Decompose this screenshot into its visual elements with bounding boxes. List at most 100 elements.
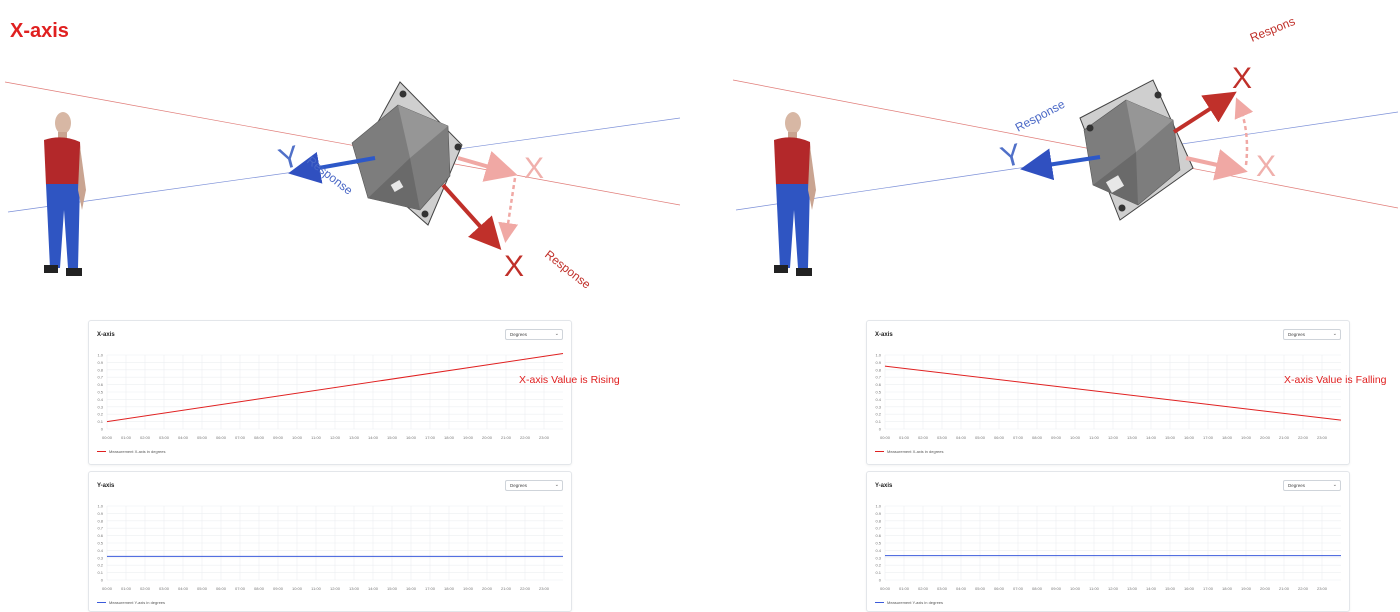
y-tick-label: 0.6 [875, 533, 881, 538]
y-tick-label: 0 [879, 427, 882, 432]
scene-left: Y Response X X Response [0, 0, 690, 305]
x-tick-label: 17:00 [1203, 586, 1214, 591]
y-tick-label: 0.8 [875, 518, 881, 523]
x-tick-label: 15:00 [1165, 435, 1176, 440]
x-tick-label: 01:00 [899, 435, 910, 440]
x-tick-label: 13:00 [349, 586, 360, 591]
x-tick-label: 03:00 [159, 435, 170, 440]
x-tick-label: 07:00 [235, 586, 246, 591]
y-tick-label: 1.0 [97, 353, 103, 358]
tilt-sensor-icon [1079, 79, 1194, 221]
y-response-label: Response [1013, 97, 1068, 135]
unit-select-value: Degrees [1288, 332, 1306, 337]
y-tick-label: 0.8 [97, 367, 103, 372]
y-axis-arrow [1020, 148, 1101, 181]
x-tick-label: 23:00 [1317, 435, 1328, 440]
x-tick-label: 09:00 [273, 586, 284, 591]
chart-title: X-axis [97, 332, 115, 338]
series-line [884, 365, 1342, 421]
x-tick-label: 13:00 [349, 435, 360, 440]
y-tick-label: 0.5 [875, 390, 881, 395]
x-response-label: X [504, 250, 524, 283]
x-tick-label: 04:00 [956, 586, 967, 591]
x-tick-label: 16:00 [406, 435, 417, 440]
x-tick-label: 21:00 [501, 435, 512, 440]
x-tick-label: 02:00 [918, 435, 929, 440]
x-tick-label: 22:00 [1298, 586, 1309, 591]
x-tick-label: 08:00 [1032, 586, 1043, 591]
x-response-text: Response [542, 247, 593, 292]
y-response-label: Response [304, 153, 355, 198]
y-tick-label: 0.2 [875, 412, 881, 417]
x-tick-label: 10:00 [292, 435, 303, 440]
y-tick-label: 0.1 [875, 570, 881, 575]
unit-select-value: Degrees [1288, 483, 1306, 488]
x-tick-label: 21:00 [501, 586, 512, 591]
chevron-down-icon: ⌄ [1332, 331, 1337, 337]
chart-title: Y-axis [875, 483, 893, 489]
y-tick-label: 0.6 [97, 382, 103, 387]
x-tick-label: 13:00 [1127, 435, 1138, 440]
y-tick-label: 0.5 [875, 541, 881, 546]
chevron-down-icon: ⌄ [1332, 482, 1337, 488]
unit-select[interactable]: Degrees ⌄ [505, 329, 563, 340]
x-tick-label: 18:00 [1222, 586, 1233, 591]
x-tick-label: 19:00 [1241, 435, 1252, 440]
x-tick-label: 15:00 [1165, 586, 1176, 591]
x-tick-label: 10:00 [1070, 586, 1081, 591]
x-tick-label: 22:00 [1298, 435, 1309, 440]
x-response-text: Respons [1248, 14, 1297, 45]
x-tick-label: 23:00 [539, 586, 550, 591]
person-figure-icon [44, 112, 86, 276]
unit-select[interactable]: Degrees ⌄ [1283, 480, 1341, 491]
x-tick-label: 22:00 [520, 435, 531, 440]
x-tick-label: 19:00 [463, 435, 474, 440]
x-tick-label: 13:00 [1127, 586, 1138, 591]
x-reference-line [732, 79, 1399, 209]
y-tick-label: 0.3 [97, 555, 103, 560]
y-tick-label: 0.3 [97, 404, 103, 409]
x-tick-label: 00:00 [880, 435, 891, 440]
y-tick-label: 0.2 [97, 563, 103, 568]
y-tick-label: 0.8 [875, 367, 881, 372]
legend-swatch [875, 601, 884, 604]
x-tick-label: 15:00 [387, 586, 398, 591]
x-tick-label: 20:00 [482, 586, 493, 591]
y-tick-label: 1.0 [875, 504, 881, 509]
falling-annotation: X-axis Value is Falling [1284, 374, 1387, 386]
y-tick-label: 1.0 [875, 353, 881, 358]
unit-select[interactable]: Degrees ⌄ [505, 480, 563, 491]
x-tick-label: 09:00 [273, 435, 284, 440]
x-tick-label: 21:00 [1279, 586, 1290, 591]
x-tick-label: 00:00 [102, 586, 113, 591]
x-tick-label: 12:00 [1108, 435, 1119, 440]
x-tick-label: 05:00 [197, 435, 208, 440]
y-tick-label: 0.7 [875, 526, 881, 531]
x-tick-label: 08:00 [254, 435, 265, 440]
scene-left-diagram: Y Response X X Response [4, 81, 681, 292]
x-reference-line [4, 81, 681, 206]
x-tick-label: 12:00 [1108, 586, 1119, 591]
y-axis-chart-card-left: Y-axis Degrees ⌄ 1.0 0.9 0.8 0.7 0.6 0.5 0.4 0.3… [88, 471, 572, 612]
y-tick-label: 0 [879, 578, 882, 583]
y-tick-label: 0.4 [97, 397, 103, 402]
x-tick-label: 06:00 [216, 586, 227, 591]
unit-select-value: Degrees [510, 483, 528, 488]
x-original-label: X [524, 152, 544, 185]
y-tick-label: 0.5 [97, 541, 103, 546]
y-tick-label: 0 [101, 427, 104, 432]
tilt-path-arrow [1234, 97, 1254, 166]
x-original-label: X [1256, 150, 1276, 183]
chart-plot: 1.0 0.9 0.8 0.7 0.6 0.5 0.4 0.3 0.2 0.1 0 00:00 01:0… [875, 353, 1342, 440]
x-tick-label: 20:00 [1260, 435, 1271, 440]
x-tick-label: 03:00 [937, 435, 948, 440]
unit-select[interactable]: Degrees ⌄ [1283, 329, 1341, 340]
x-tick-label: 11:00 [311, 586, 321, 591]
x-tick-label: 14:00 [1146, 435, 1157, 440]
x-response-label: X [1232, 62, 1252, 95]
x-tick-label: 18:00 [444, 586, 455, 591]
series-line [106, 353, 564, 423]
y-tick-label: 0.2 [875, 563, 881, 568]
x-tick-label: 17:00 [425, 586, 436, 591]
x-tick-label: 23:00 [539, 435, 550, 440]
